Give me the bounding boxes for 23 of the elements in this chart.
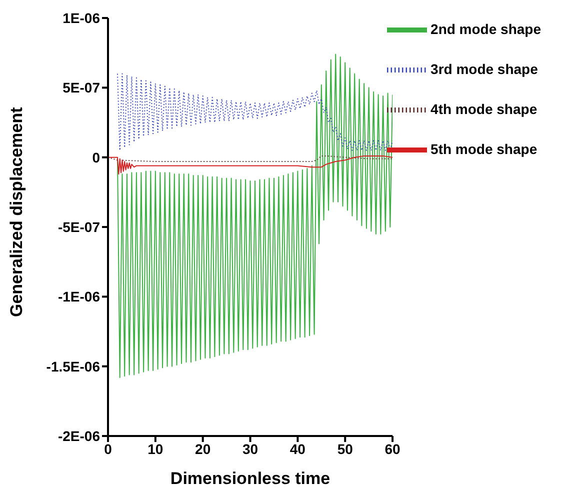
y-tick-label: 0 <box>92 149 100 166</box>
x-tick-label: 20 <box>195 440 211 457</box>
x-tick-label: 30 <box>242 440 258 457</box>
x-tick-label: 60 <box>384 440 401 457</box>
legend-label: 5th mode shape <box>430 141 538 158</box>
line-series <box>108 155 393 175</box>
y-tick-label: -5E-07 <box>58 218 100 235</box>
x-tick-label: 10 <box>148 440 164 457</box>
x-axis-title: Dimensionless time <box>170 469 330 488</box>
y-tick-label: -1E-06 <box>58 288 100 305</box>
legend-label: 4th mode shape <box>430 101 538 118</box>
line-series <box>116 54 393 378</box>
line-series <box>116 73 393 151</box>
y-tick-label: -2E-06 <box>58 428 100 444</box>
x-tick-label: 0 <box>104 440 112 457</box>
y-tick-label: 1E-06 <box>62 10 100 26</box>
legend-label: 2nd mode shape <box>430 21 541 38</box>
y-tick-label: -1.5E-06 <box>46 358 100 374</box>
legend-label: 3rd mode shape <box>430 61 538 78</box>
y-tick-label: 5E-07 <box>62 80 100 96</box>
x-tick-label: 40 <box>290 440 306 457</box>
x-tick-label: 50 <box>337 440 354 457</box>
y-axis-title: Generalized displacement <box>7 106 26 317</box>
